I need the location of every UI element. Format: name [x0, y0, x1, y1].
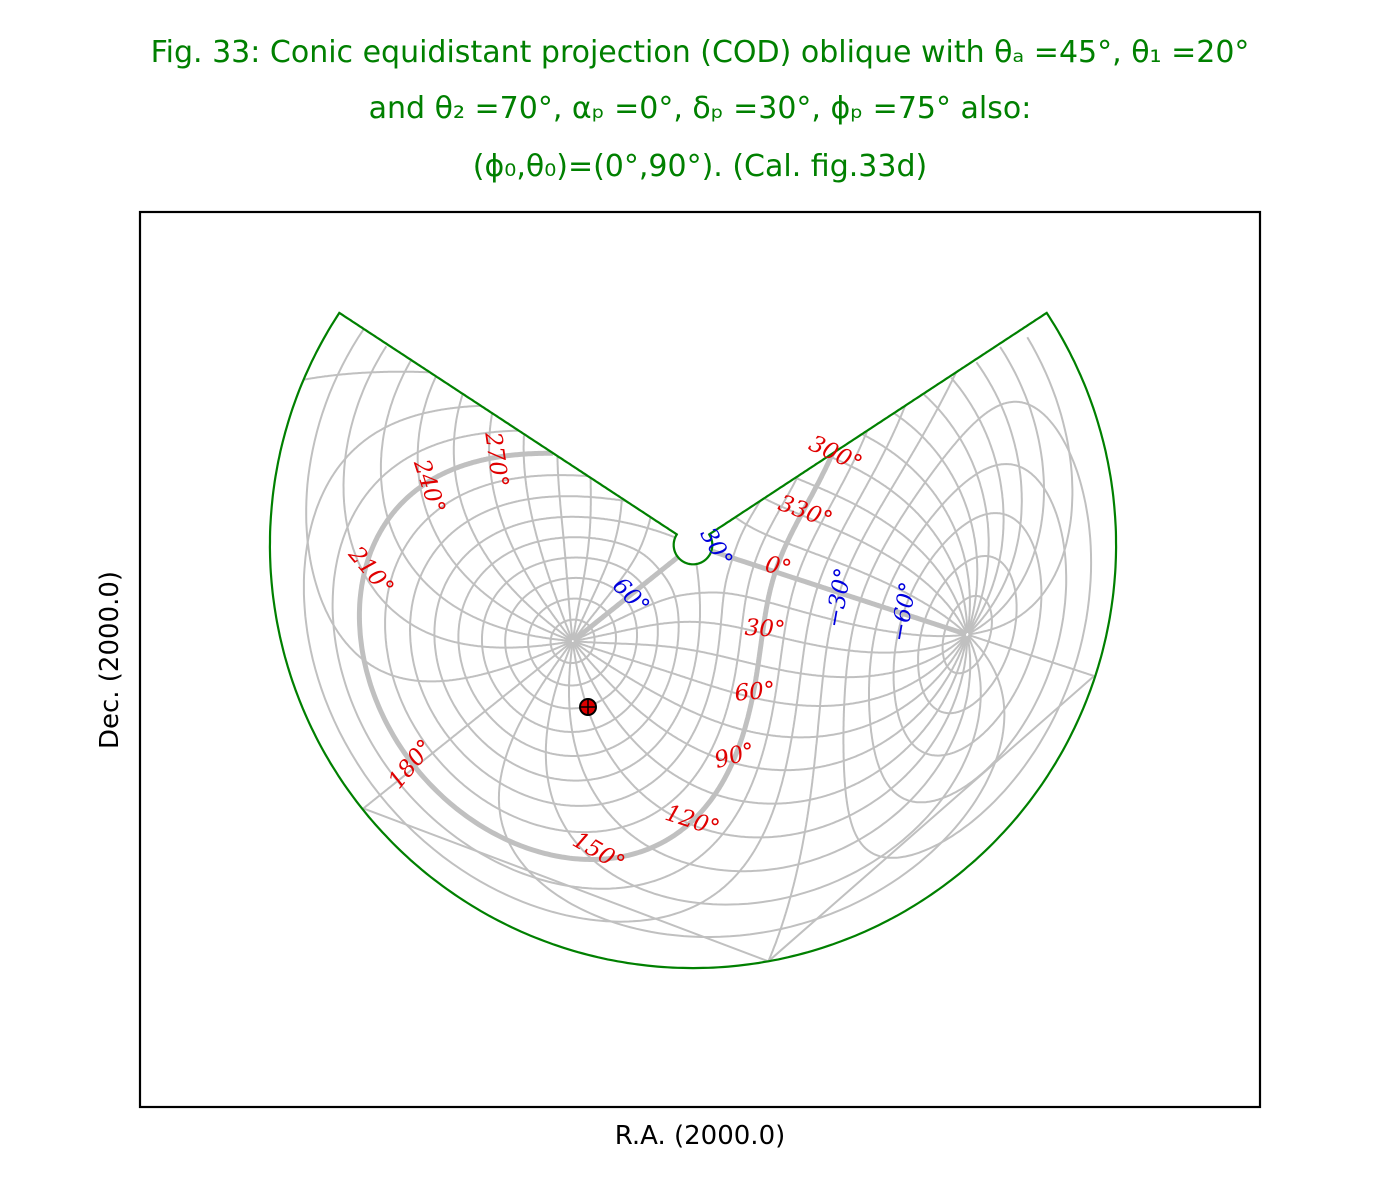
ra-label: 0°: [763, 552, 794, 583]
graticule-line: [549, 618, 596, 664]
graticule-line: [331, 429, 868, 890]
graticule-line: [504, 576, 638, 710]
title-line: Fig. 33: Conic equidistant projection (C…: [151, 35, 1250, 70]
graticule-line: [868, 462, 1068, 804]
graticule: [302, 328, 1097, 963]
graticule-line: [433, 515, 701, 782]
graticule-line: [842, 400, 1093, 859]
graticule-line: [917, 555, 1018, 715]
title-line: (ϕ₀,θ₀)=(0°,90°). (Cal. fig.33d): [473, 149, 927, 184]
frame: [138, 210, 1262, 1109]
graticule-line: [452, 393, 990, 642]
graticule-line: [892, 512, 1043, 757]
graticule-line: [941, 594, 993, 675]
ra-label: 60°: [733, 677, 776, 706]
graticule-line: [556, 455, 969, 641]
graticule-line: [457, 536, 680, 757]
title-line: and θ₂ =70°, αₚ =0°, δₚ =30°, ϕₚ =75° al…: [369, 91, 1032, 126]
graticule-line: [522, 433, 971, 641]
graticule-line: [409, 495, 762, 807]
graticule-line: [481, 556, 659, 733]
graticule-line: [384, 474, 799, 834]
ra-label: 30°: [744, 615, 786, 643]
graticule-line: [356, 450, 835, 862]
y-axis-label: Dec. (2000.0): [95, 571, 125, 749]
projection-border: [268, 311, 1118, 970]
x-axis-label: R.A. (2000.0): [615, 1121, 786, 1151]
graticule-line: [302, 404, 906, 923]
graticule-line: [527, 597, 617, 687]
graticule-line: [304, 370, 957, 962]
